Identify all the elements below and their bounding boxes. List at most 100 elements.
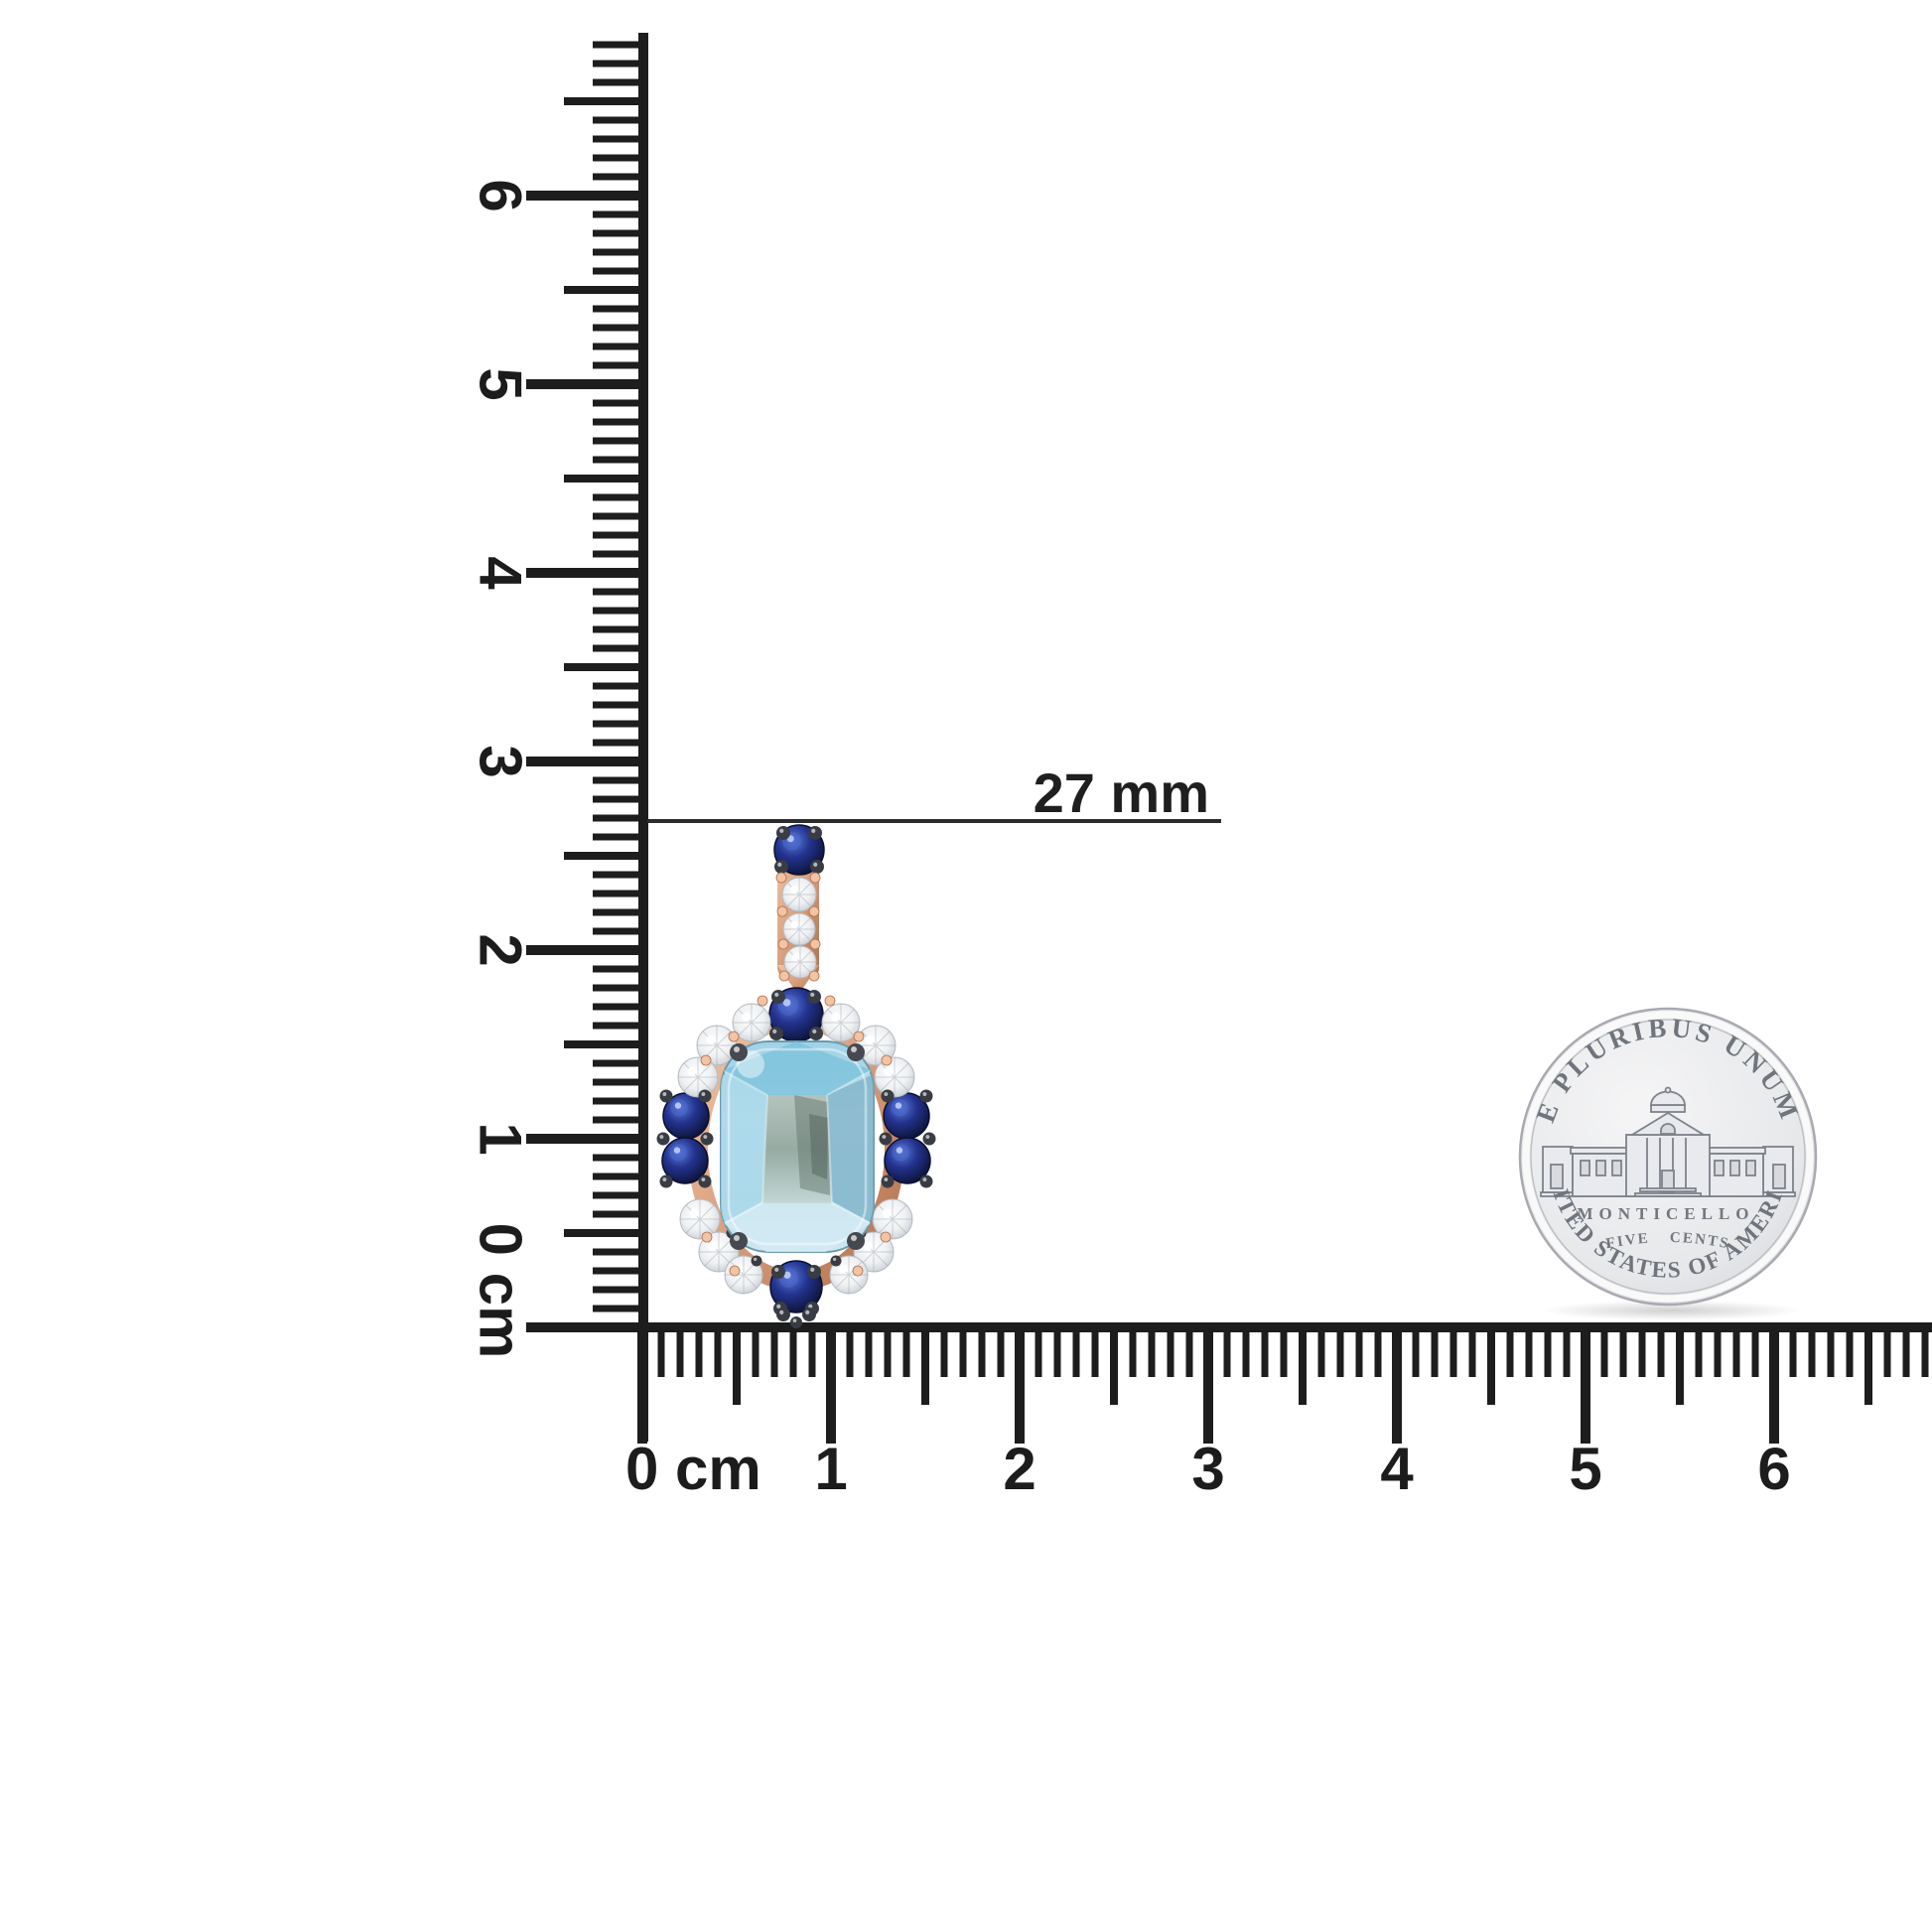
vertical-ruler-tick	[593, 512, 638, 520]
vertical-ruler-tick	[593, 927, 638, 935]
vertical-ruler-tick	[593, 1116, 638, 1124]
vertical-ruler-number: 5	[468, 367, 534, 400]
vertical-ruler-tick	[526, 191, 638, 201]
vertical-ruler-tick	[593, 1059, 638, 1067]
horizontal-ruler-tick	[1487, 1332, 1495, 1405]
horizontal-ruler-tick	[1846, 1332, 1854, 1377]
black-rhodium-prong	[656, 1132, 670, 1146]
vertical-ruler-line	[638, 33, 648, 1442]
horizontal-ruler-tick	[1789, 1332, 1797, 1377]
gold-prong	[776, 905, 788, 917]
vertical-ruler-zero-label: 0 cm	[468, 1223, 534, 1359]
vertical-ruler-tick	[593, 1267, 638, 1275]
horizontal-ruler-tick	[1638, 1332, 1646, 1377]
gold-prong	[728, 1031, 740, 1042]
measurement-line	[647, 819, 1221, 823]
black-rhodium-prong	[881, 1174, 895, 1188]
black-rhodium-prong	[771, 990, 785, 1004]
horizontal-ruler-tick	[1808, 1332, 1816, 1377]
vertical-ruler-tick	[593, 682, 638, 690]
vertical-ruler-tick	[593, 267, 638, 275]
gold-prong	[824, 995, 836, 1007]
gold-prong	[777, 938, 789, 950]
vertical-ruler-tick	[526, 379, 638, 389]
horizontal-ruler-tick	[1110, 1332, 1118, 1405]
horizontal-ruler-tick	[1827, 1332, 1835, 1377]
horizontal-ruler-tick	[1203, 1332, 1213, 1444]
measurement-label: 27 mm	[1034, 761, 1209, 824]
horizontal-ruler-tick	[1883, 1332, 1891, 1377]
measurement-annotation: 27 mm	[647, 761, 1221, 824]
horizontal-ruler-tick	[637, 1332, 647, 1444]
vertical-ruler-tick	[593, 41, 638, 49]
horizontal-ruler-zero-label: 0 cm	[625, 1436, 761, 1502]
vertical-ruler-tick	[593, 116, 638, 124]
vertical-ruler-tick	[593, 229, 638, 237]
gold-prong	[809, 938, 821, 950]
horizontal-ruler-number: 6	[1757, 1436, 1790, 1502]
gold-prong	[808, 970, 820, 982]
horizontal-ruler-tick	[1374, 1332, 1382, 1377]
vertical-ruler-tick	[593, 361, 638, 369]
vertical-ruler-tick	[593, 1003, 638, 1011]
black-rhodium-prong	[830, 1255, 842, 1267]
horizontal-ruler-tick	[1167, 1332, 1174, 1377]
horizontal-ruler-tick	[1676, 1332, 1684, 1405]
vertical-ruler-tick	[593, 135, 638, 143]
vertical-ruler-tick	[593, 418, 638, 426]
sapphire-stone	[662, 1092, 710, 1140]
black-rhodium-prong	[751, 1255, 762, 1267]
vertical-ruler-tick	[593, 1248, 638, 1256]
vertical-ruler-tick	[593, 154, 638, 162]
vertical-ruler-tick	[593, 720, 638, 728]
black-rhodium-prong	[807, 990, 821, 1004]
horizontal-ruler-tick	[921, 1332, 929, 1405]
horizontal-ruler-tick	[1072, 1332, 1080, 1377]
diamond-stone	[783, 945, 817, 979]
horizontal-ruler-tick	[695, 1332, 703, 1377]
horizontal-ruler-tick	[1035, 1332, 1042, 1377]
horizontal-ruler-tick	[1864, 1332, 1872, 1405]
horizontal-ruler-tick	[1449, 1332, 1457, 1377]
horizontal-ruler-line	[638, 1322, 1932, 1332]
black-rhodium-prong	[698, 1089, 712, 1103]
horizontal-ruler-tick	[1148, 1332, 1156, 1377]
horizontal-ruler-tick	[1242, 1332, 1250, 1377]
pendant-image	[656, 824, 936, 1328]
vertical-ruler-tick	[593, 1210, 638, 1218]
vertical-ruler-tick	[593, 833, 638, 841]
horizontal-ruler-tick	[940, 1332, 948, 1377]
black-rhodium-prong	[919, 1174, 933, 1188]
diamond-stone	[781, 877, 817, 912]
vertical-ruler-tick	[593, 1078, 638, 1086]
black-rhodium-prong	[769, 1027, 783, 1040]
horizontal-ruler-tick	[1902, 1332, 1910, 1377]
vertical-ruler-tick	[593, 305, 638, 313]
black-rhodium-prong	[700, 1132, 714, 1146]
vertical-ruler-tick	[593, 776, 638, 784]
horizontal-ruler-tick	[1299, 1332, 1307, 1405]
black-rhodium-prong	[919, 1089, 933, 1103]
horizontal-ruler-tick	[1223, 1332, 1231, 1377]
horizontal-ruler-tick	[676, 1332, 684, 1377]
horizontal-ruler-tick	[902, 1332, 910, 1377]
black-rhodium-prong	[810, 860, 824, 874]
horizontal-ruler-tick	[1053, 1332, 1061, 1377]
horizontal-ruler-tick	[1921, 1332, 1929, 1377]
horizontal-ruler: 1 2 3 4 5 6 0 cm	[625, 1322, 1932, 1502]
vertical-ruler-tick	[526, 757, 638, 766]
diamond-stone	[679, 1198, 721, 1240]
gold-prong	[701, 1231, 713, 1243]
gold-prong	[700, 1054, 712, 1066]
vertical-ruler-tick	[564, 663, 638, 671]
black-rhodium-prong	[776, 1308, 790, 1321]
vertical-ruler-tick	[593, 644, 638, 652]
gold-prong	[778, 970, 790, 982]
vertical-ruler-tick	[593, 739, 638, 747]
horizontal-ruler-tick	[789, 1332, 797, 1377]
vertical-ruler-tick	[593, 1305, 638, 1312]
horizontal-ruler-tick	[1525, 1332, 1533, 1377]
black-rhodium-prong	[776, 826, 790, 840]
vertical-ruler-tick	[593, 814, 638, 822]
